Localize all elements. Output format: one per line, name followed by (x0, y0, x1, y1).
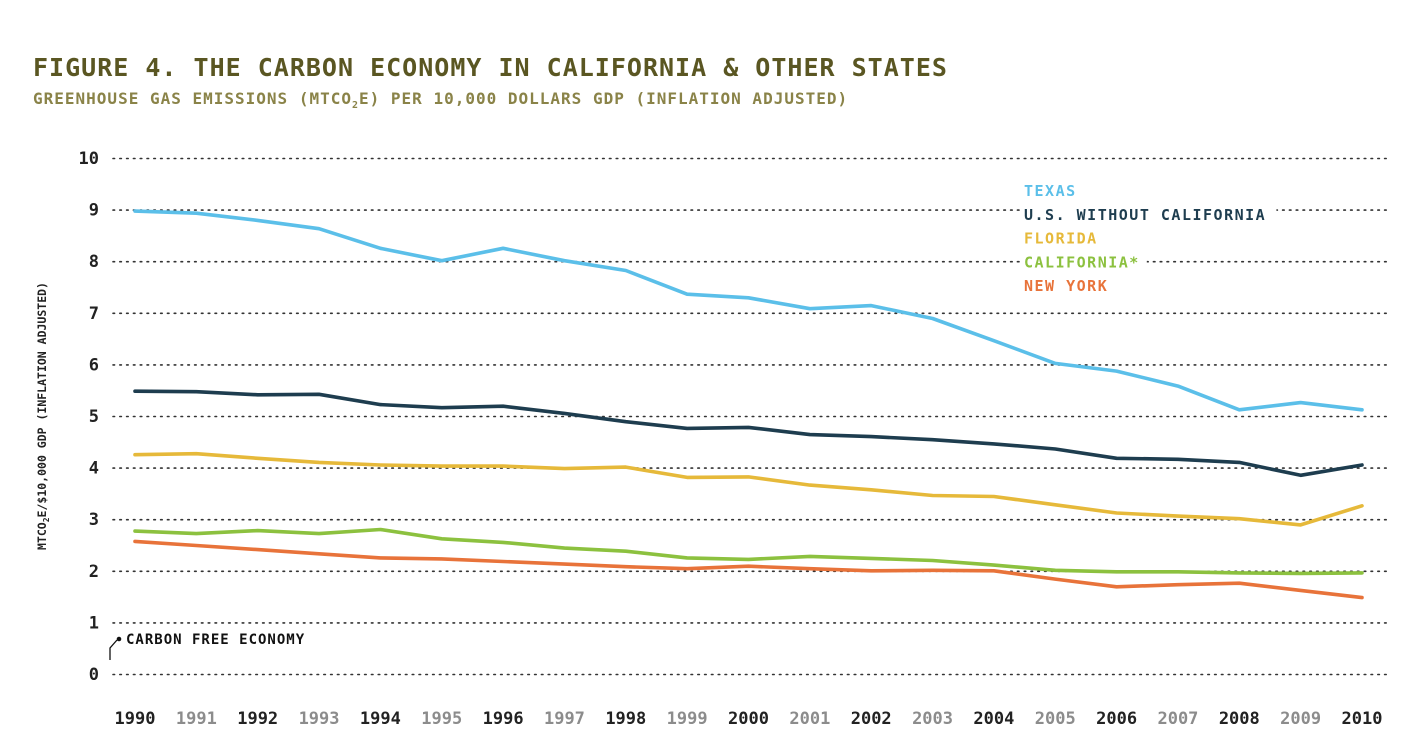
x-tick-label: 2010 (1342, 709, 1383, 729)
y-tick-label: 10 (79, 149, 99, 169)
subtitle-text-end: E) PER 10,000 DOLLARS GDP (INFLATION ADJ… (359, 89, 849, 108)
y-tick-label: 0 (89, 665, 99, 685)
series-line-new-york (133, 539, 1364, 600)
x-tick-label: 2008 (1219, 709, 1260, 729)
legend-background (1020, 227, 1104, 250)
series-line-texas (133, 209, 1364, 412)
page-title: FIGURE 4. THE CARBON ECONOMY IN CALIFORN… (33, 53, 948, 82)
x-axis-ticks: 1990 1991 1992 1993 1994 1995 1996 1997 1998 1999… (115, 709, 1383, 729)
x-tick-label: 1990 (115, 709, 156, 729)
x-tick-label: 2006 (1096, 709, 1137, 729)
legend-background (1020, 203, 1277, 226)
y-axis-ticks: 0 1 2 3 4 5 6 7 8 9 10 (79, 149, 99, 685)
x-tick-label: 2001 (789, 709, 830, 729)
series-lines (133, 209, 1364, 600)
carbon-free-annotation: CARBON FREE ECONOMY (109, 632, 305, 660)
series-line-u-s-without-california (133, 389, 1364, 478)
legend-entry: TEXAS (1024, 182, 1077, 200)
annotation-text: CARBON FREE ECONOMY (126, 632, 305, 648)
x-tick-label: 1997 (544, 709, 585, 729)
subtitle-subscript: 2 (351, 100, 360, 112)
x-tick-label: 1994 (360, 709, 401, 729)
y-axis-label-subscript: 2 (42, 517, 51, 522)
y-tick-label: 2 (89, 562, 99, 582)
y-axis-label: MTCO2E/$10,000 GDP (INFLATION ADJUSTED) (35, 282, 51, 550)
x-tick-label: 2005 (1035, 709, 1076, 729)
x-tick-label: 1991 (176, 709, 217, 729)
annotation-dot (116, 636, 122, 642)
x-tick-label: 2009 (1280, 709, 1321, 729)
x-tick-label: 2002 (851, 709, 892, 729)
y-tick-label: 3 (89, 510, 99, 530)
x-tick-label: 1996 (483, 709, 524, 729)
series-line-california (133, 527, 1364, 576)
x-tick-label: 2007 (1157, 709, 1198, 729)
legend-background (1020, 251, 1147, 274)
y-tick-label: 7 (89, 304, 99, 324)
legend-entry: NEW YORK (1024, 277, 1108, 295)
legend-entry: FLORIDA (1024, 230, 1098, 248)
gridlines (112, 157, 1389, 676)
x-tick-label: 2000 (728, 709, 769, 729)
annotation-leader-line (109, 639, 118, 660)
y-tick-label: 5 (89, 407, 99, 427)
legend: TEXAS U.S. WITHOUT CALIFORNIA FLORIDA CALIF… (1020, 180, 1277, 298)
x-tick-label: 1992 (237, 709, 278, 729)
x-tick-label: 2003 (912, 709, 953, 729)
x-tick-label: 1998 (605, 709, 646, 729)
x-tick-label: 1993 (299, 709, 340, 729)
y-axis-label-start: MTCO (35, 522, 49, 550)
page-subtitle: GREENHOUSE GAS EMISSIONS (MTCO2E) PER 10… (33, 89, 848, 111)
x-tick-label: 1999 (667, 709, 708, 729)
y-tick-label: 8 (89, 252, 99, 272)
y-tick-label: 1 (89, 613, 99, 633)
series-line-florida (133, 451, 1364, 527)
legend-entry: U.S. WITHOUT CALIFORNIA (1024, 206, 1266, 224)
legend-entry: CALIFORNIA* (1024, 253, 1140, 271)
x-tick-label: 2004 (973, 709, 1014, 729)
y-tick-label: 4 (89, 459, 99, 479)
legend-background (1020, 275, 1115, 298)
subtitle-text-start: GREENHOUSE GAS EMISSIONS (MTCO (33, 89, 352, 108)
x-tick-label: 1995 (421, 709, 462, 729)
y-tick-label: 9 (89, 201, 99, 221)
y-tick-label: 6 (89, 355, 99, 375)
legend-background (1020, 180, 1082, 202)
y-axis-label-end: E/$10,000 GDP (INFLATION ADJUSTED) (35, 282, 49, 517)
